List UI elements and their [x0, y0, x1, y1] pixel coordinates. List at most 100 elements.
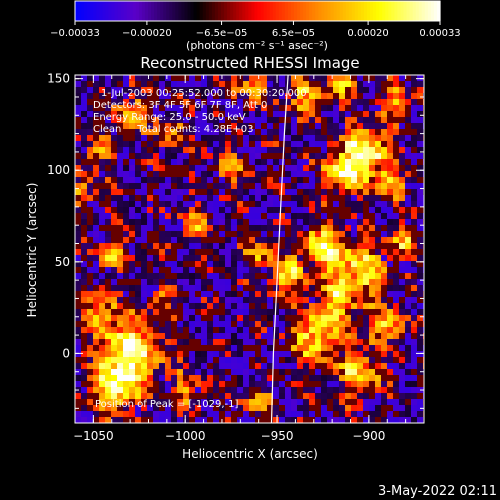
heatmap-cell: [183, 159, 190, 166]
heatmap-cell: [231, 207, 238, 214]
heatmap-cell: [297, 219, 304, 226]
heatmap-cell: [291, 189, 298, 196]
heatmap-cell: [405, 255, 412, 262]
heatmap-cell: [159, 285, 166, 292]
heatmap-cell: [123, 183, 130, 190]
heatmap-cell: [81, 315, 88, 322]
heatmap-cell: [363, 339, 370, 346]
heatmap-cell: [153, 147, 160, 154]
heatmap-cell: [387, 369, 394, 376]
heatmap-cell: [243, 219, 250, 226]
heatmap-cell: [405, 339, 412, 346]
heatmap-cell: [93, 291, 100, 298]
heatmap-cell: [225, 207, 232, 214]
heatmap-cell: [387, 309, 394, 316]
heatmap-cell: [417, 243, 424, 250]
heatmap-cell: [417, 237, 424, 244]
heatmap-cell: [297, 123, 304, 130]
heatmap-cell: [183, 177, 190, 184]
heatmap-cell: [171, 213, 178, 220]
heatmap-cell: [195, 393, 202, 400]
heatmap-cell: [267, 279, 274, 286]
heatmap-cell: [273, 213, 280, 220]
heatmap-cell: [339, 75, 346, 82]
heatmap-cell: [315, 393, 322, 400]
heatmap-cell: [411, 129, 418, 136]
heatmap-cell: [285, 213, 292, 220]
colorbar-segment: [75, 1, 79, 21]
heatmap-cell: [285, 207, 292, 214]
heatmap-cell: [189, 351, 196, 358]
heatmap-cell: [159, 369, 166, 376]
heatmap-cell: [405, 369, 412, 376]
heatmap-cell: [387, 93, 394, 100]
heatmap-cell: [291, 219, 298, 226]
heatmap-cell: [213, 177, 220, 184]
heatmap-cell: [81, 303, 88, 310]
heatmap-cell: [369, 255, 376, 262]
colorbar-segment: [424, 1, 429, 21]
heatmap-cell: [99, 99, 106, 106]
heatmap-cell: [111, 201, 118, 208]
heatmap-cell: [237, 237, 244, 244]
heatmap-cell: [303, 411, 310, 418]
heatmap-cell: [93, 141, 100, 148]
colorbar-segment: [436, 1, 441, 21]
heatmap-cell: [105, 387, 112, 394]
heatmap-cell: [105, 117, 112, 124]
heatmap-cell: [81, 231, 88, 238]
heatmap-cell: [297, 333, 304, 340]
heatmap-cell: [285, 405, 292, 412]
heatmap-cell: [387, 243, 394, 250]
heatmap-cell: [399, 345, 406, 352]
heatmap-cell: [243, 201, 250, 208]
heatmap-cell: [207, 411, 214, 418]
heatmap-cell: [339, 309, 346, 316]
heatmap-cell: [303, 153, 310, 160]
heatmap-cell: [417, 333, 424, 340]
heatmap-cell: [153, 189, 160, 196]
heatmap-cell: [285, 357, 292, 364]
heatmap-cell: [141, 99, 148, 106]
heatmap-cell: [141, 321, 148, 328]
heatmap-cell: [405, 411, 412, 418]
heatmap-cell: [315, 135, 322, 142]
heatmap-cell: [171, 87, 178, 94]
heatmap-cell: [267, 405, 274, 412]
heatmap-cell: [255, 267, 262, 274]
heatmap-cell: [129, 123, 136, 130]
heatmap-cell: [261, 255, 268, 262]
heatmap-cell: [87, 345, 94, 352]
heatmap-cell: [345, 243, 352, 250]
heatmap-cell: [129, 135, 136, 142]
heatmap-cell: [87, 381, 94, 388]
heatmap-cell: [393, 279, 400, 286]
heatmap-cell: [81, 339, 88, 346]
heatmap-cell: [291, 369, 298, 376]
heatmap-cell: [105, 219, 112, 226]
heatmap-cell: [345, 303, 352, 310]
heatmap-cell: [345, 315, 352, 322]
heatmap-cell: [381, 243, 388, 250]
heatmap-cell: [243, 291, 250, 298]
heatmap-cell: [237, 225, 244, 232]
heatmap-cell: [399, 75, 406, 82]
heatmap-cell: [291, 315, 298, 322]
heatmap-cell: [393, 225, 400, 232]
heatmap-cell: [147, 303, 154, 310]
heatmap-cell: [327, 387, 334, 394]
heatmap-cell: [99, 321, 106, 328]
heatmap-cell: [171, 381, 178, 388]
heatmap-cell: [207, 111, 214, 118]
heatmap-cell: [405, 207, 412, 214]
heatmap-cell: [159, 237, 166, 244]
heatmap-cell: [243, 87, 250, 94]
heatmap-cell: [315, 255, 322, 262]
heatmap-cell: [123, 381, 130, 388]
heatmap-cell: [411, 99, 418, 106]
heatmap-cell: [249, 393, 256, 400]
heatmap-cell: [357, 141, 364, 148]
colorbar-segment: [333, 1, 338, 21]
heatmap-cell: [399, 195, 406, 202]
heatmap-cell: [99, 351, 106, 358]
